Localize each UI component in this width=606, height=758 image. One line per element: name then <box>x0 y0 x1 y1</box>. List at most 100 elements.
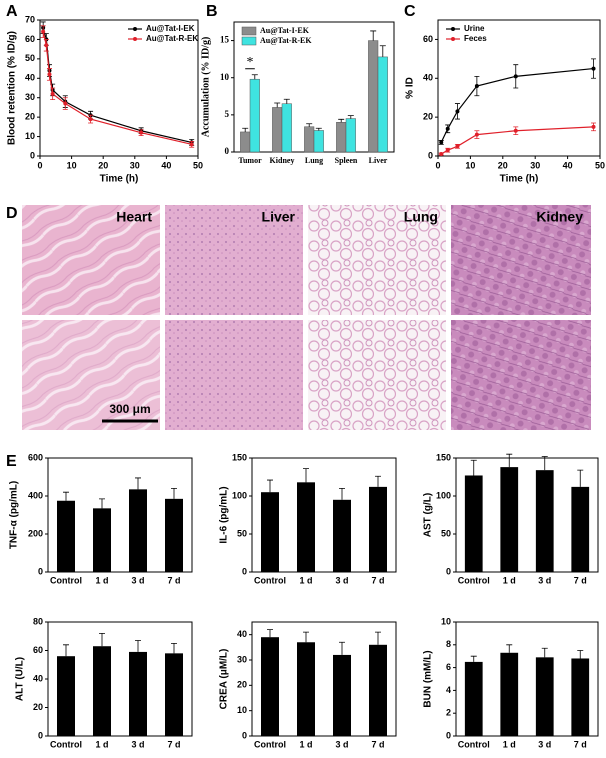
bar <box>261 637 279 736</box>
bar <box>249 78 260 153</box>
bar <box>165 653 183 736</box>
x-tick-label: 3 d <box>131 575 144 585</box>
data-line <box>440 67 594 143</box>
y-tick-label: 0 <box>225 146 230 156</box>
x-tick-label: 7 d <box>167 575 180 585</box>
x-tick-label: 1 d <box>299 739 312 749</box>
bar <box>304 126 315 153</box>
bar <box>535 657 554 736</box>
error-bar <box>370 30 377 41</box>
y-axis-label: AST (g/L) <box>423 493 434 537</box>
error-bar <box>577 469 584 487</box>
bar <box>297 642 315 736</box>
x-tick-label: Liver <box>369 156 388 165</box>
bar <box>57 656 75 736</box>
y-tick-label: 150 <box>232 452 247 462</box>
bar <box>369 644 387 736</box>
legend-marker <box>133 27 137 31</box>
bar <box>464 661 483 736</box>
plot-frame <box>47 457 193 573</box>
y-tick-label: 40 <box>237 629 247 639</box>
bar <box>571 658 590 736</box>
y-axis-label: BUN (mM/L) <box>423 650 434 707</box>
bar <box>272 107 283 153</box>
x-tick-label: 10 <box>465 160 475 170</box>
error-bar <box>306 123 313 127</box>
x-tick-label: 1 d <box>299 575 312 585</box>
chart: 0 10 20 30 40 50 60 70 Blood retention (% ID/g) 0… <box>7 14 203 184</box>
x-tick-label: 7 d <box>167 739 180 749</box>
data-point <box>41 29 46 34</box>
error-bar <box>267 479 273 493</box>
y-tick-label: 10 <box>25 131 35 141</box>
tissue-label: Lung <box>404 209 438 225</box>
y-axis-label: CREA (μM/L) <box>219 649 230 710</box>
data-point <box>474 84 479 89</box>
chart: 0 2 4 6 8 10 BUN (mM/L) Control 1 d 3 d 7 d <box>423 616 599 749</box>
error-bar <box>135 477 141 490</box>
bar <box>333 654 351 736</box>
y-tick-label: 40 <box>423 73 433 83</box>
data-point <box>439 152 444 157</box>
x-tick-label: 3 d <box>538 575 551 585</box>
error-bar <box>375 475 381 487</box>
legend-label: Au@Tat-R-EK <box>260 36 312 45</box>
error-bar <box>99 633 105 647</box>
data-point <box>591 124 596 129</box>
y-tick-label: 0 <box>30 150 35 160</box>
x-tick-label: 7 d <box>574 739 587 749</box>
legend-marker <box>451 37 455 41</box>
bar <box>165 498 183 572</box>
x-tick-label: 10 <box>67 160 77 170</box>
data-line <box>42 31 192 145</box>
heart-image <box>22 320 160 430</box>
bar <box>261 492 279 572</box>
bar <box>297 482 315 572</box>
legend-swatch <box>241 36 257 46</box>
legend-label: Au@Tat-I-EK <box>146 24 195 33</box>
y-tick-label: 5 <box>225 109 230 119</box>
bar <box>464 475 483 572</box>
error-bar <box>171 488 177 499</box>
y-tick-label: 0 <box>446 566 451 576</box>
legend-label: Au@Tat-R-EK <box>146 34 198 43</box>
y-tick-label: 60 <box>25 34 35 44</box>
x-tick-label: 1 d <box>95 739 108 749</box>
x-tick-label: 3 d <box>335 575 348 585</box>
plot-frame <box>455 621 599 737</box>
x-tick-label: 1 d <box>503 575 516 585</box>
x-tick-label: Tumor <box>238 156 262 165</box>
legend-label: Feces <box>464 34 487 43</box>
bar <box>377 56 388 153</box>
plot-frame <box>251 457 397 573</box>
y-tick-label: 10 <box>237 705 247 715</box>
kidney-image <box>451 205 591 315</box>
y-tick-label: 100 <box>232 490 247 500</box>
error-bar <box>506 453 513 468</box>
x-tick-label: 20 <box>498 160 508 170</box>
y-tick-label: 10 <box>220 72 230 82</box>
legend-label: Au@Tat-I-EK <box>260 26 310 35</box>
y-tick-label: 20 <box>423 112 433 122</box>
x-tick-label: Control <box>458 575 490 585</box>
chart: 0 5 10 15 Accumulation (% ID/g) Tumor Kidney Lu… <box>200 21 395 165</box>
y-tick-label: 40 <box>33 673 43 683</box>
error-bar <box>63 644 69 657</box>
data-point <box>513 74 518 79</box>
y-tick-label: 20 <box>25 112 35 122</box>
x-tick-label: 30 <box>130 160 140 170</box>
y-tick-label: 60 <box>423 34 433 44</box>
x-tick-label: 0 <box>435 160 440 170</box>
y-tick-label: 0 <box>38 730 43 740</box>
bar <box>129 651 147 736</box>
plot-frame <box>455 457 599 573</box>
error-bar <box>267 629 273 638</box>
y-tick-label: 0 <box>428 150 433 160</box>
error-bar <box>315 127 322 131</box>
y-tick-label: 50 <box>237 528 247 538</box>
x-tick-label: Control <box>254 739 286 749</box>
data-line <box>42 27 192 143</box>
x-tick-label: 7 d <box>574 575 587 585</box>
plot-frame <box>251 621 397 737</box>
annotation: * <box>247 55 254 70</box>
